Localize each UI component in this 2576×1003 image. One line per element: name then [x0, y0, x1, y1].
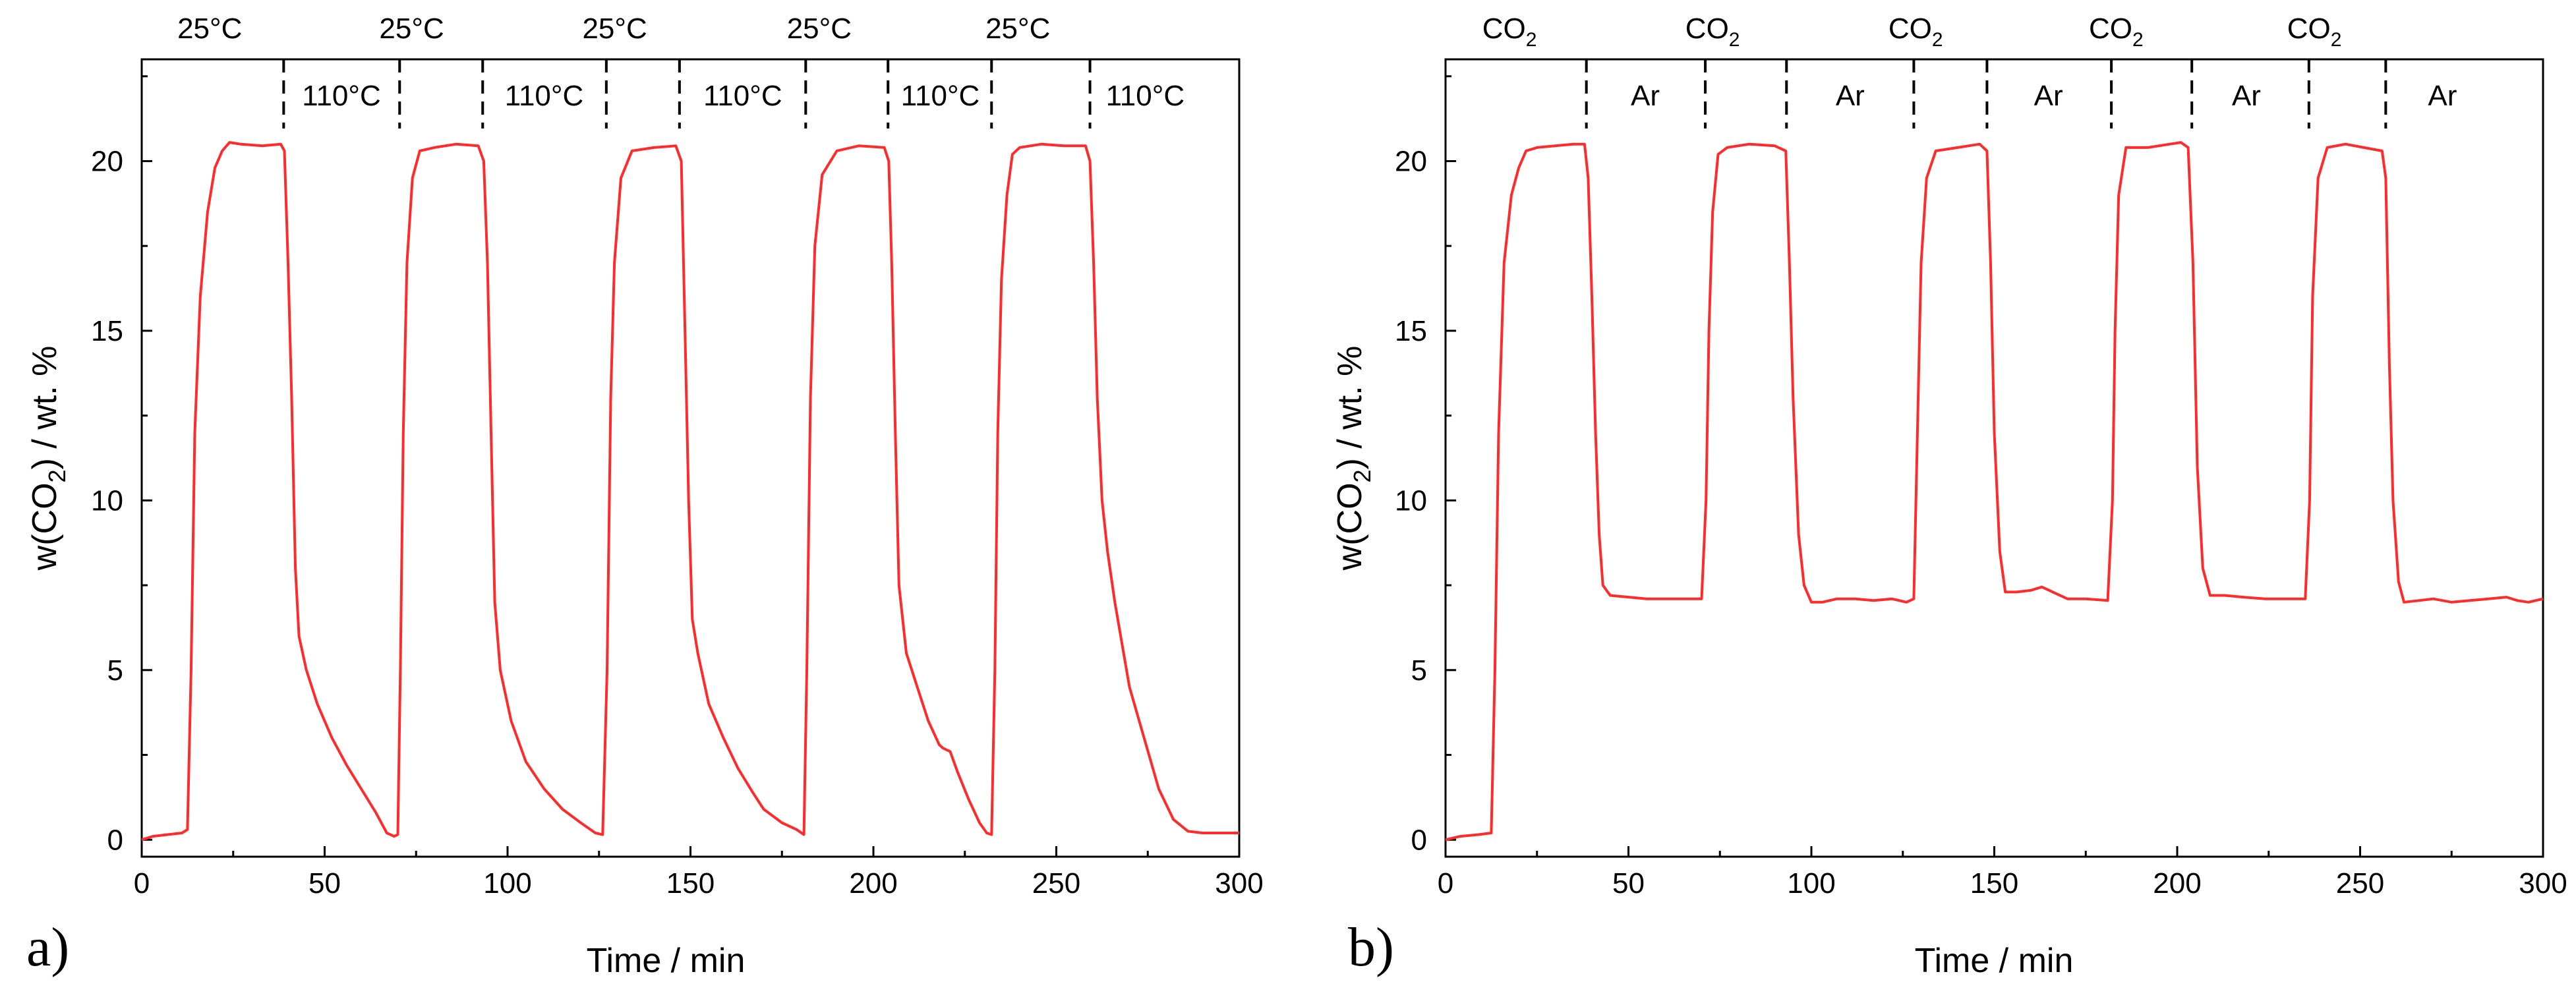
- y-tick-label: 20: [1395, 145, 1427, 177]
- x-tick-label: 150: [1970, 867, 2018, 900]
- x-tick-label: 300: [1215, 867, 1263, 900]
- y-tick-label: 10: [91, 484, 123, 517]
- y-axis-ticks: 0 5 10 15 20: [91, 75, 152, 856]
- phase-label: 110°C: [505, 80, 584, 112]
- phase-label: 25°C: [582, 13, 647, 45]
- y-tick-label: 0: [1411, 824, 1427, 856]
- x-axis-label: Time / min: [1915, 942, 2074, 980]
- x-tick-label: 150: [666, 867, 715, 900]
- phase-label: CO2: [1482, 13, 1537, 51]
- phase-label: 25°C: [787, 13, 852, 45]
- y-tick-label: 15: [91, 315, 123, 347]
- phase-label: Ar: [2034, 80, 2063, 112]
- x-tick-label: 0: [134, 867, 150, 900]
- phase-label: Ar: [1836, 80, 1865, 112]
- phase-label: Ar: [1631, 80, 1660, 112]
- y-tick-label: 5: [107, 654, 123, 687]
- x-tick-label: 100: [1787, 867, 1835, 900]
- phase-label: CO2: [2089, 13, 2144, 51]
- y-tick-label: 15: [1395, 315, 1427, 347]
- phase-label: CO2: [1685, 13, 1740, 51]
- phase-labels: 25°C 110°C 25°C 110°C 25°C 110°C 25°C 110°C 25°C…: [177, 13, 1185, 112]
- y-tick-label: 0: [107, 824, 123, 856]
- x-tick-label: 50: [308, 867, 341, 900]
- phase-label: 110°C: [302, 80, 381, 112]
- phase-label: Ar: [2232, 80, 2261, 112]
- phase-labels: CO2 Ar CO2 Ar CO2 Ar CO2 Ar CO2 Ar: [1482, 13, 2457, 112]
- x-axis-ticks: 0 50 100 150 200 250 300: [134, 846, 1264, 900]
- phase-label: 25°C: [985, 13, 1050, 45]
- x-tick-label: 100: [483, 867, 531, 900]
- phase-dividers: [282, 59, 1092, 129]
- phase-label: 25°C: [379, 13, 444, 45]
- series-line-w-co2: [1445, 141, 2544, 842]
- phase-label: 110°C: [901, 80, 980, 112]
- x-tick-label: 0: [1438, 867, 1453, 900]
- series-line-w-co2: [141, 141, 1239, 842]
- phase-label: 25°C: [177, 13, 242, 45]
- x-axis-label: Time / min: [587, 942, 746, 980]
- x-tick-label: 200: [849, 867, 897, 900]
- y-tick-label: 5: [1411, 654, 1427, 687]
- y-axis-label: w(CO2) / wt. %: [26, 346, 71, 571]
- y-axis-label: w(CO2) / wt. %: [1331, 346, 1376, 571]
- phase-label: CO2: [1888, 13, 1943, 51]
- panel-label-b: b): [1348, 917, 1394, 978]
- x-tick-label: 250: [2336, 867, 2384, 900]
- x-tick-label: 250: [1032, 867, 1080, 900]
- y-tick-label: 10: [1395, 484, 1427, 517]
- phase-label: 110°C: [703, 80, 782, 112]
- phase-label: CO2: [2287, 13, 2342, 51]
- x-tick-label: 50: [1612, 867, 1645, 900]
- y-tick-label: 20: [91, 145, 123, 177]
- x-tick-label: 200: [2153, 867, 2201, 900]
- phase-label: 110°C: [1106, 80, 1185, 112]
- x-tick-label: 300: [2519, 867, 2567, 900]
- x-axis-ticks: 0 50 100 150 200 250 300: [1438, 846, 2567, 900]
- phase-label: Ar: [2428, 80, 2457, 112]
- y-axis-ticks: 0 5 10 15 20: [1395, 75, 1456, 856]
- panel-label-a: a): [26, 917, 69, 978]
- phase-dividers: [1585, 59, 2387, 129]
